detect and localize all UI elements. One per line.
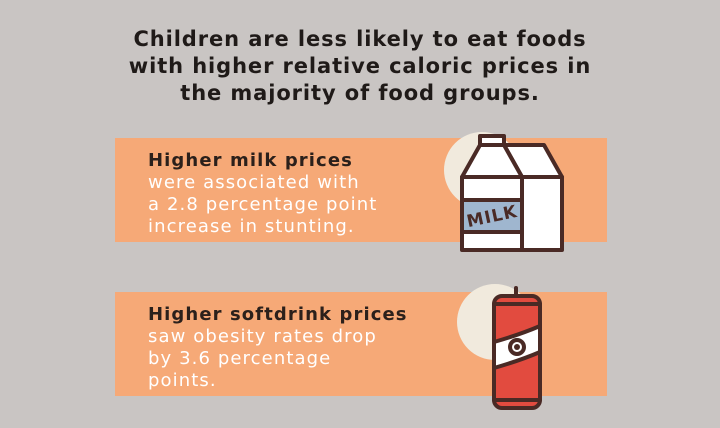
milk-card-title: Higher milk prices xyxy=(148,150,353,171)
softdrink-card-body-line: saw obesity rates drop xyxy=(148,326,377,347)
milk-card-text: Higher milk prices were associated with … xyxy=(148,150,377,238)
softdrink-card-text: Higher softdrink prices saw obesity rate… xyxy=(148,304,408,392)
headline-line: Children are less likely to eat foods xyxy=(133,27,587,51)
milk-card-body-line: a 2.8 percentage point xyxy=(148,194,378,215)
milk-card-body-line: increase in stunting. xyxy=(148,216,355,237)
milk-card-body-line: were associated with xyxy=(148,172,360,193)
soda-can-icon xyxy=(450,280,580,420)
headline: Children are less likely to eat foods wi… xyxy=(60,26,660,107)
softdrink-card-title: Higher softdrink prices xyxy=(148,304,408,325)
headline-line: with higher relative caloric prices in xyxy=(128,54,592,78)
softdrink-card-body-line: points. xyxy=(148,370,217,391)
softdrink-card-body-line: by 3.6 percentage xyxy=(148,348,332,369)
headline-line: the majority of food groups. xyxy=(180,81,540,105)
milk-carton-icon: MILK xyxy=(440,126,580,262)
